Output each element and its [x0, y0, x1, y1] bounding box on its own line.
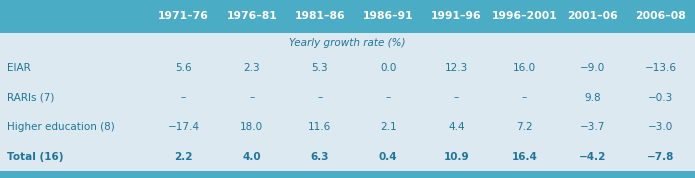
- Text: Yearly growth rate (%): Yearly growth rate (%): [289, 38, 406, 48]
- Text: −0.3: −0.3: [648, 93, 673, 103]
- Text: 9.8: 9.8: [584, 93, 601, 103]
- Text: –: –: [386, 93, 391, 103]
- Bar: [0, 33, 695, 171]
- Text: –: –: [522, 93, 527, 103]
- Text: 7.2: 7.2: [516, 122, 533, 132]
- Text: 1976–81: 1976–81: [227, 11, 277, 22]
- Bar: [0, 171, 695, 178]
- Bar: [0, 0, 695, 33]
- Text: 0.4: 0.4: [379, 151, 398, 161]
- Text: 11.6: 11.6: [309, 122, 332, 132]
- Text: 16.4: 16.4: [512, 151, 537, 161]
- Text: –: –: [318, 93, 322, 103]
- Text: 18.0: 18.0: [240, 122, 263, 132]
- Text: 0.0: 0.0: [380, 63, 396, 73]
- Text: 12.3: 12.3: [445, 63, 468, 73]
- Text: 5.3: 5.3: [311, 63, 328, 73]
- Text: 6.3: 6.3: [311, 151, 329, 161]
- Text: −4.2: −4.2: [579, 151, 607, 161]
- Text: 1996–2001: 1996–2001: [491, 11, 557, 22]
- Text: −7.8: −7.8: [647, 151, 675, 161]
- Text: 4.4: 4.4: [448, 122, 465, 132]
- Text: 2.2: 2.2: [174, 151, 193, 161]
- Text: −3.0: −3.0: [648, 122, 673, 132]
- Text: 4.0: 4.0: [243, 151, 261, 161]
- Text: 1981–86: 1981–86: [295, 11, 345, 22]
- Text: −9.0: −9.0: [580, 63, 605, 73]
- Text: 16.0: 16.0: [513, 63, 536, 73]
- Text: 5.6: 5.6: [175, 63, 192, 73]
- Text: −17.4: −17.4: [167, 122, 199, 132]
- Text: Higher education (8): Higher education (8): [7, 122, 115, 132]
- Text: EIAR: EIAR: [7, 63, 31, 73]
- Text: 2.1: 2.1: [379, 122, 396, 132]
- Text: –: –: [454, 93, 459, 103]
- Text: 2006–08: 2006–08: [635, 11, 686, 22]
- Text: 1991–96: 1991–96: [431, 11, 482, 22]
- Text: 2001–06: 2001–06: [567, 11, 618, 22]
- Text: Total (16): Total (16): [7, 151, 63, 161]
- Text: −3.7: −3.7: [580, 122, 605, 132]
- Text: 1971–76: 1971–76: [158, 11, 209, 22]
- Text: –: –: [249, 93, 254, 103]
- Text: –: –: [181, 93, 186, 103]
- Text: 1986–91: 1986–91: [363, 11, 414, 22]
- Text: 10.9: 10.9: [443, 151, 469, 161]
- Text: 2.3: 2.3: [243, 63, 260, 73]
- Text: RARIs (7): RARIs (7): [7, 93, 54, 103]
- Text: −13.6: −13.6: [645, 63, 677, 73]
